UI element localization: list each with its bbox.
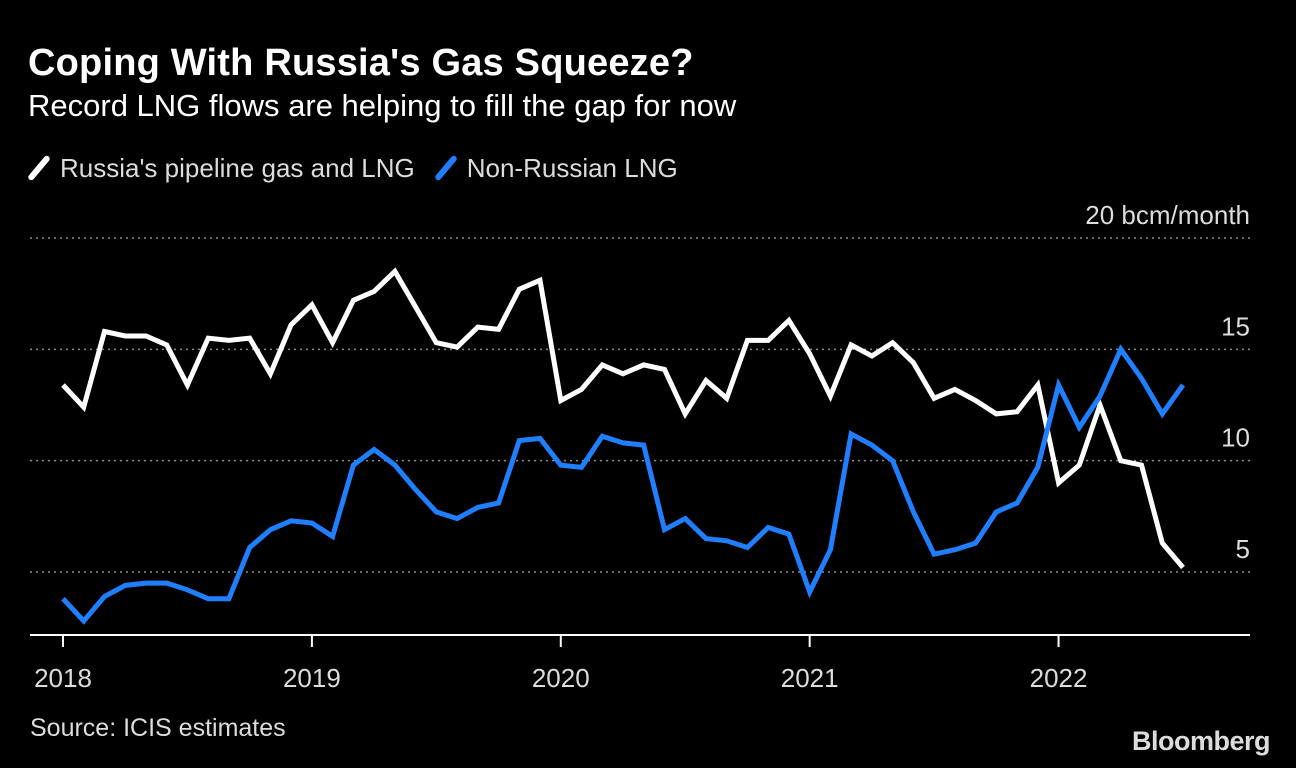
x-tick-label-2018: 2018 [34, 663, 92, 693]
y-tick-label-5: 5 [1236, 534, 1250, 564]
legend-label-non-russian-lng: Non-Russian LNG [466, 152, 678, 183]
x-tick-label-2022: 2022 [1030, 663, 1088, 693]
legend-item-russia: Russia's pipeline gas and LNG [27, 152, 415, 184]
bloomberg-logo: Bloomberg [1131, 726, 1271, 756]
source-note: Source: ICIS estimates [30, 714, 286, 742]
legend: Russia's pipeline gas and LNG Non-Russia… [27, 150, 700, 186]
chart-subtitle: Record LNG flows are helping to fill the… [28, 88, 737, 123]
y-tick-label-15: 15 [1221, 311, 1250, 341]
legend-label-russia: Russia's pipeline gas and LNG [60, 152, 415, 183]
legend-item-non-russian-lng: Non-Russian LNG [433, 152, 678, 184]
y-tick-label-10: 10 [1221, 423, 1250, 453]
y-tick-label-20: 20 bcm/month [1085, 200, 1250, 230]
x-tick-label-2019: 2019 [283, 663, 341, 693]
series-line-non-russian-lng [61, 344, 1186, 625]
chart-title: Coping With Russia's Gas Squeeze? [28, 42, 694, 84]
x-tick-label-2021: 2021 [781, 663, 839, 693]
series-line-russia [61, 267, 1185, 570]
x-tick-label-2020: 2020 [532, 663, 590, 693]
